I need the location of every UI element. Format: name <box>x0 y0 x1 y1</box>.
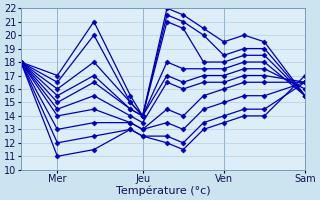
X-axis label: Température (°c): Température (°c) <box>116 185 210 196</box>
